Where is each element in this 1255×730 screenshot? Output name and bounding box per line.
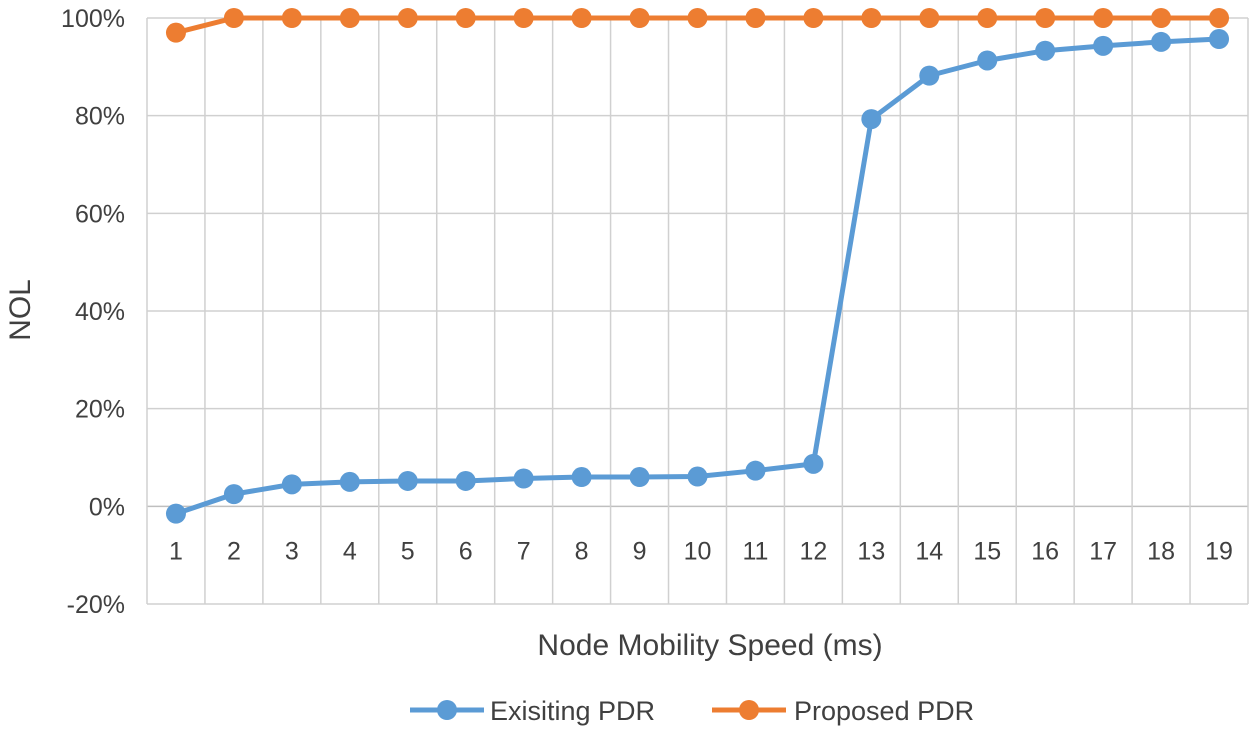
data-point <box>223 484 244 505</box>
legend-item: Proposed PDR <box>712 696 974 726</box>
y-tick-label: 20% <box>75 396 125 424</box>
y-tick-label: 100% <box>61 5 125 33</box>
x-tick-label: 16 <box>1031 537 1059 565</box>
x-tick-label: 7 <box>517 537 531 565</box>
x-tick-label: 12 <box>799 537 827 565</box>
y-tick-label: 80% <box>75 103 125 131</box>
data-point <box>223 8 244 28</box>
x-tick-label: 15 <box>973 537 1001 565</box>
data-point <box>1151 31 1172 52</box>
y-tick-label: 60% <box>75 200 125 228</box>
data-point <box>803 8 824 28</box>
x-tick-label: 6 <box>459 537 473 565</box>
y-axis-ticks: -20% 0% 20% 40% 60% 80% 100% <box>61 5 125 619</box>
data-point <box>1035 8 1056 28</box>
legend: Exisiting PDR Proposed PDR <box>410 696 974 726</box>
x-tick-label: 11 <box>742 537 768 565</box>
data-point <box>629 467 650 488</box>
data-point <box>165 22 186 43</box>
x-axis-title: Node Mobility Speed (ms) <box>537 629 882 662</box>
series-exisiting-pdr <box>165 28 1230 524</box>
data-point <box>397 470 418 491</box>
x-tick-label: 14 <box>915 537 943 565</box>
data-point <box>861 109 882 130</box>
x-tick-label: 8 <box>575 537 589 565</box>
x-tick-label: 10 <box>684 537 712 565</box>
y-tick-label: -20% <box>67 591 125 619</box>
gridlines <box>146 17 1249 605</box>
data-point <box>339 471 360 492</box>
data-point <box>1151 8 1172 28</box>
data-point <box>919 8 940 28</box>
data-point <box>513 468 534 489</box>
data-point <box>803 453 824 474</box>
x-tick-label: 1 <box>169 537 183 565</box>
x-tick-label: 9 <box>633 537 647 565</box>
data-point <box>455 470 476 491</box>
data-point <box>571 467 592 488</box>
x-tick-label: 13 <box>857 537 885 565</box>
series-lines <box>165 8 1230 524</box>
data-point <box>1035 40 1056 61</box>
x-axis-ticks: 1 2 3 4 5 6 7 8 9 10 11 12 13 14 15 16 17 18 19 <box>169 537 1233 565</box>
y-tick-label: 0% <box>89 493 125 521</box>
y-axis-title: NOL <box>4 279 37 341</box>
y-tick-label: 40% <box>75 298 125 326</box>
legend-label: Proposed PDR <box>794 696 974 726</box>
x-tick-label: 3 <box>285 537 299 565</box>
data-point <box>1093 8 1114 28</box>
legend-label: Exisiting PDR <box>490 696 655 726</box>
data-point <box>397 8 418 28</box>
data-point <box>513 8 534 28</box>
data-point <box>1209 28 1230 49</box>
data-point <box>861 8 882 28</box>
legend-marker <box>739 700 759 720</box>
x-tick-label: 17 <box>1089 537 1117 565</box>
x-tick-label: 4 <box>343 537 357 565</box>
data-point <box>281 474 302 495</box>
data-point <box>687 8 708 28</box>
data-point <box>977 8 998 28</box>
x-tick-label: 2 <box>227 537 241 565</box>
legend-marker <box>437 700 457 720</box>
data-point <box>745 460 766 481</box>
data-point <box>977 50 998 71</box>
data-point <box>571 8 592 28</box>
series-line <box>173 36 1222 517</box>
data-point <box>339 8 360 28</box>
legend-item: Exisiting PDR <box>410 696 655 726</box>
data-point <box>281 8 302 28</box>
data-point <box>687 466 708 487</box>
x-tick-label: 5 <box>401 537 415 565</box>
data-point <box>745 8 766 28</box>
data-point <box>629 8 650 28</box>
x-tick-label: 18 <box>1147 537 1175 565</box>
x-tick-label: 19 <box>1205 537 1233 565</box>
data-point <box>455 8 476 28</box>
series-proposed-pdr <box>165 8 1230 43</box>
data-point <box>165 503 186 524</box>
data-point <box>919 65 940 86</box>
data-point <box>1093 35 1114 56</box>
data-point <box>1209 8 1230 28</box>
